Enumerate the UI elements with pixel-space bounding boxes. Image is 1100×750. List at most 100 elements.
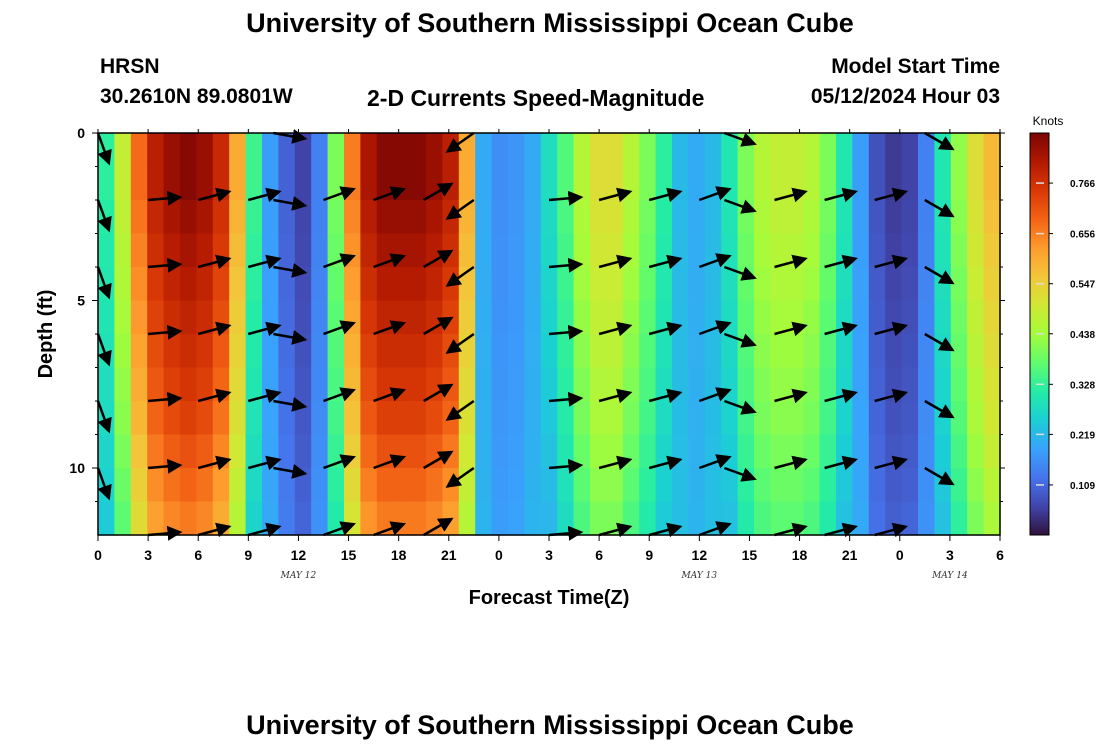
heatmap-cell [557,367,575,402]
heatmap-cell [901,200,919,235]
heatmap-cell [819,166,837,201]
heatmap-cell [426,501,443,536]
heatmap-cell [344,367,361,402]
x-tick-label: 3 [545,547,553,563]
heatmap-cell [147,334,165,369]
heatmap-cell [294,434,312,469]
current-vector [373,320,407,336]
heatmap-cell [901,166,919,201]
heatmap-cell [803,133,821,168]
heatmap-cell [672,133,689,168]
current-vector [548,458,584,474]
heatmap-cell [229,468,247,503]
heatmap-cell [934,468,952,503]
heatmap-cell [180,133,197,168]
heatmap-cell [344,468,361,503]
colorbar-tick-label: 0.438 [1070,330,1095,341]
current-vector [197,321,232,337]
heatmap-cell [606,267,624,302]
current-vector [924,131,955,151]
heatmap-cell [393,267,411,302]
station-name: HRSN [100,55,160,78]
heatmap-cell [344,133,361,168]
heatmap-cell [868,233,886,268]
heatmap-cell [639,434,657,469]
heatmap-cell [458,501,476,536]
heatmap-cell [606,401,624,436]
heatmap-cell [901,501,919,536]
current-vector [698,454,732,470]
heatmap-cell [819,200,837,235]
heatmap-cell [639,401,657,436]
current-vector [96,199,112,233]
heatmap-cell [590,334,607,369]
heatmap-cell [180,300,197,335]
heatmap-cell [557,200,575,235]
heatmap-cell [540,367,558,402]
current-vector [147,458,183,474]
heatmap-cell [278,468,296,503]
current-vector [648,388,683,404]
heatmap-cell [918,300,935,335]
heatmap-cell [393,200,411,235]
page-title: University of Southern Mississippi Ocean… [246,8,854,38]
heatmap-cell [967,401,985,436]
current-vector [423,450,454,470]
heatmap-cell [901,401,919,436]
x-tick-label: 3 [946,547,954,563]
heatmap-cell [885,267,903,302]
current-vector [874,254,909,270]
heatmap-cell [901,300,919,335]
heatmap-cell [918,501,935,536]
heatmap-cell [229,166,247,201]
heatmap-cell [245,468,263,503]
current-vector [197,254,232,270]
heatmap-cell [360,468,378,503]
heatmap-cell [98,166,115,201]
heatmap-cell [163,133,181,168]
heatmap-cell [278,300,296,335]
heatmap-cell [262,334,279,369]
heatmap-cell [524,501,542,536]
heatmap-cell [360,200,378,235]
heatmap-cell [426,166,443,201]
x-tick-label: 0 [94,547,102,563]
heatmap-cell [245,267,263,302]
current-vector [96,333,112,367]
heatmap-cell [147,434,165,469]
heatmap-cell [344,200,361,235]
heatmap-cell [98,501,115,536]
x-tick-label: 6 [996,547,1004,563]
current-vector [247,522,282,538]
heatmap-cell [278,233,296,268]
heatmap-cell [770,300,788,335]
current-vector [273,330,308,345]
colorbar-tick-label: 0.766 [1070,179,1095,190]
heatmap-cell [393,166,411,201]
heatmap-cell [573,200,591,235]
heatmap-cell [819,233,837,268]
heatmap-cell [262,401,279,436]
heatmap-cell [278,501,296,536]
current-vector [423,383,454,403]
heatmap-cell [852,233,870,268]
heatmap-cell [114,501,132,536]
current-vector [147,190,183,206]
heatmap-cell [180,367,197,402]
heatmap-cell [786,200,804,235]
heatmap-cell [180,200,197,235]
heatmap-cell [360,434,378,469]
current-vector [598,388,633,404]
heatmap-cell [950,166,968,201]
current-vector [373,186,407,202]
heatmap-cell [901,233,919,268]
heatmap-cell [180,233,197,268]
current-vector [273,263,308,278]
heatmap-cell [622,501,640,536]
heatmap-cell [639,501,657,536]
heatmap-cell [803,233,821,268]
heatmap-cell [852,501,870,536]
heatmap-cell [672,267,689,302]
heatmap-cell [901,434,919,469]
colorbar-tick-label: 0.656 [1070,230,1095,241]
